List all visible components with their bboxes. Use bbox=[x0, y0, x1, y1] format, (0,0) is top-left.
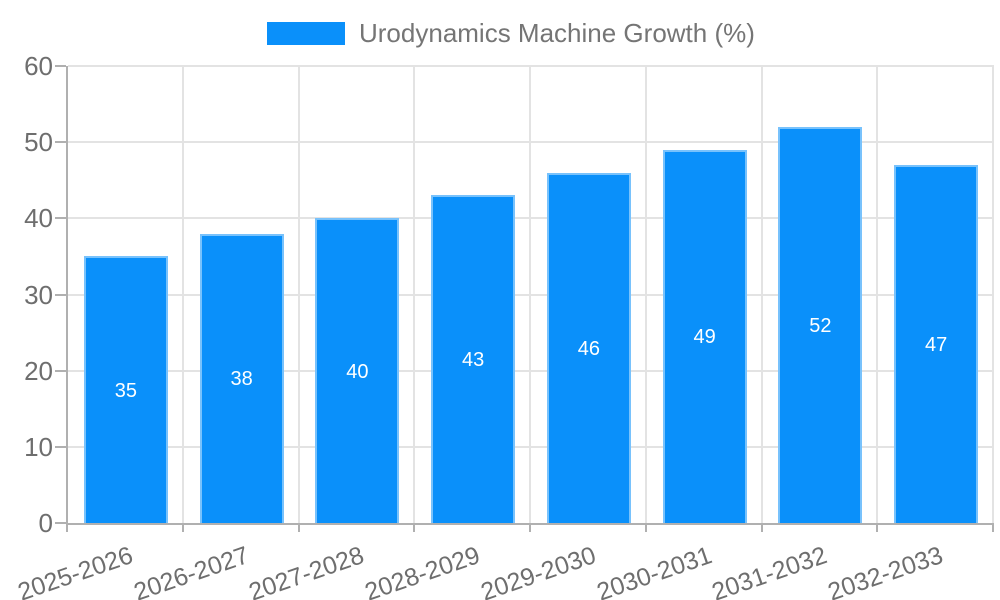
x-axis-tick bbox=[297, 523, 300, 532]
bar[interactable]: 35 bbox=[83, 256, 168, 523]
y-axis-tick bbox=[55, 293, 66, 296]
x-axis-tick bbox=[529, 523, 531, 532]
x-axis-tick bbox=[66, 523, 68, 532]
chart-legend: Urodynamics Machine Growth (%) bbox=[267, 20, 755, 46]
y-axis-tick bbox=[55, 445, 66, 448]
bar-value-label: 38 bbox=[230, 368, 253, 391]
y-axis-tick-label: 0 bbox=[38, 508, 53, 538]
v-gridline bbox=[760, 66, 763, 523]
bar[interactable]: 47 bbox=[894, 165, 979, 523]
y-axis-tick bbox=[55, 65, 66, 67]
x-axis-tick bbox=[876, 523, 879, 532]
bar[interactable]: 52 bbox=[778, 126, 863, 523]
h-gridline bbox=[68, 293, 994, 296]
v-gridline bbox=[529, 66, 531, 523]
v-gridline bbox=[413, 66, 416, 523]
bar-value-label: 52 bbox=[809, 314, 832, 337]
bar-value-label: 49 bbox=[693, 326, 716, 349]
bar[interactable]: 38 bbox=[199, 233, 284, 523]
bar[interactable]: 49 bbox=[662, 149, 747, 523]
v-gridline bbox=[644, 66, 647, 523]
x-axis-category-label: 2031-2032 bbox=[708, 541, 831, 600]
v-gridline bbox=[181, 66, 184, 523]
bar-value-label: 47 bbox=[925, 334, 948, 357]
y-axis-tick bbox=[55, 522, 66, 524]
bar[interactable]: 43 bbox=[431, 195, 516, 523]
bar-value-label: 46 bbox=[577, 337, 600, 360]
y-axis-tick-label: 60 bbox=[24, 51, 53, 81]
plot-area: 35 38 40 43 46 49 52 47 bbox=[55, 65, 994, 532]
x-axis-category-label: 2026-2027 bbox=[129, 541, 253, 600]
x-axis-category-label: 2028-2029 bbox=[361, 541, 484, 600]
legend-color-swatch-icon bbox=[267, 21, 345, 45]
h-gridline bbox=[68, 217, 994, 220]
y-axis-tick-label: 40 bbox=[24, 203, 53, 234]
h-gridline bbox=[68, 65, 994, 67]
bar[interactable]: 46 bbox=[546, 172, 631, 523]
x-axis-category-label: 2029-2030 bbox=[477, 541, 600, 600]
x-axis-tick bbox=[644, 523, 647, 532]
x-axis-tick bbox=[760, 523, 763, 532]
y-axis-tick-label: 10 bbox=[24, 431, 53, 462]
x-axis-category-label: 2025-2026 bbox=[14, 541, 137, 600]
bar-value-label: 35 bbox=[114, 379, 137, 402]
y-axis-tick bbox=[55, 369, 66, 372]
bar-value-label: 43 bbox=[462, 349, 485, 372]
v-gridline bbox=[992, 66, 994, 523]
y-axis-tick bbox=[55, 217, 66, 220]
bar[interactable]: 40 bbox=[315, 218, 400, 523]
bar-value-label: 40 bbox=[346, 360, 369, 383]
legend-label: Urodynamics Machine Growth (%) bbox=[359, 18, 755, 48]
x-axis-tick bbox=[181, 523, 184, 532]
x-axis-tick bbox=[992, 523, 994, 532]
h-gridline bbox=[68, 445, 994, 448]
x-axis-category-label: 2032-2033 bbox=[824, 541, 947, 600]
h-gridline bbox=[68, 141, 994, 144]
y-axis-tick bbox=[55, 141, 66, 144]
y-axis-tick-label: 20 bbox=[24, 355, 53, 386]
h-gridline bbox=[68, 369, 994, 372]
v-gridline bbox=[876, 66, 879, 523]
v-gridline bbox=[297, 66, 300, 523]
y-axis-tick-label: 30 bbox=[24, 279, 53, 310]
x-axis-tick bbox=[413, 523, 416, 532]
x-axis-category-label: 2027-2028 bbox=[245, 541, 368, 600]
y-axis-tick-label: 50 bbox=[24, 127, 53, 158]
x-axis-category-label: 2030-2031 bbox=[592, 541, 716, 600]
